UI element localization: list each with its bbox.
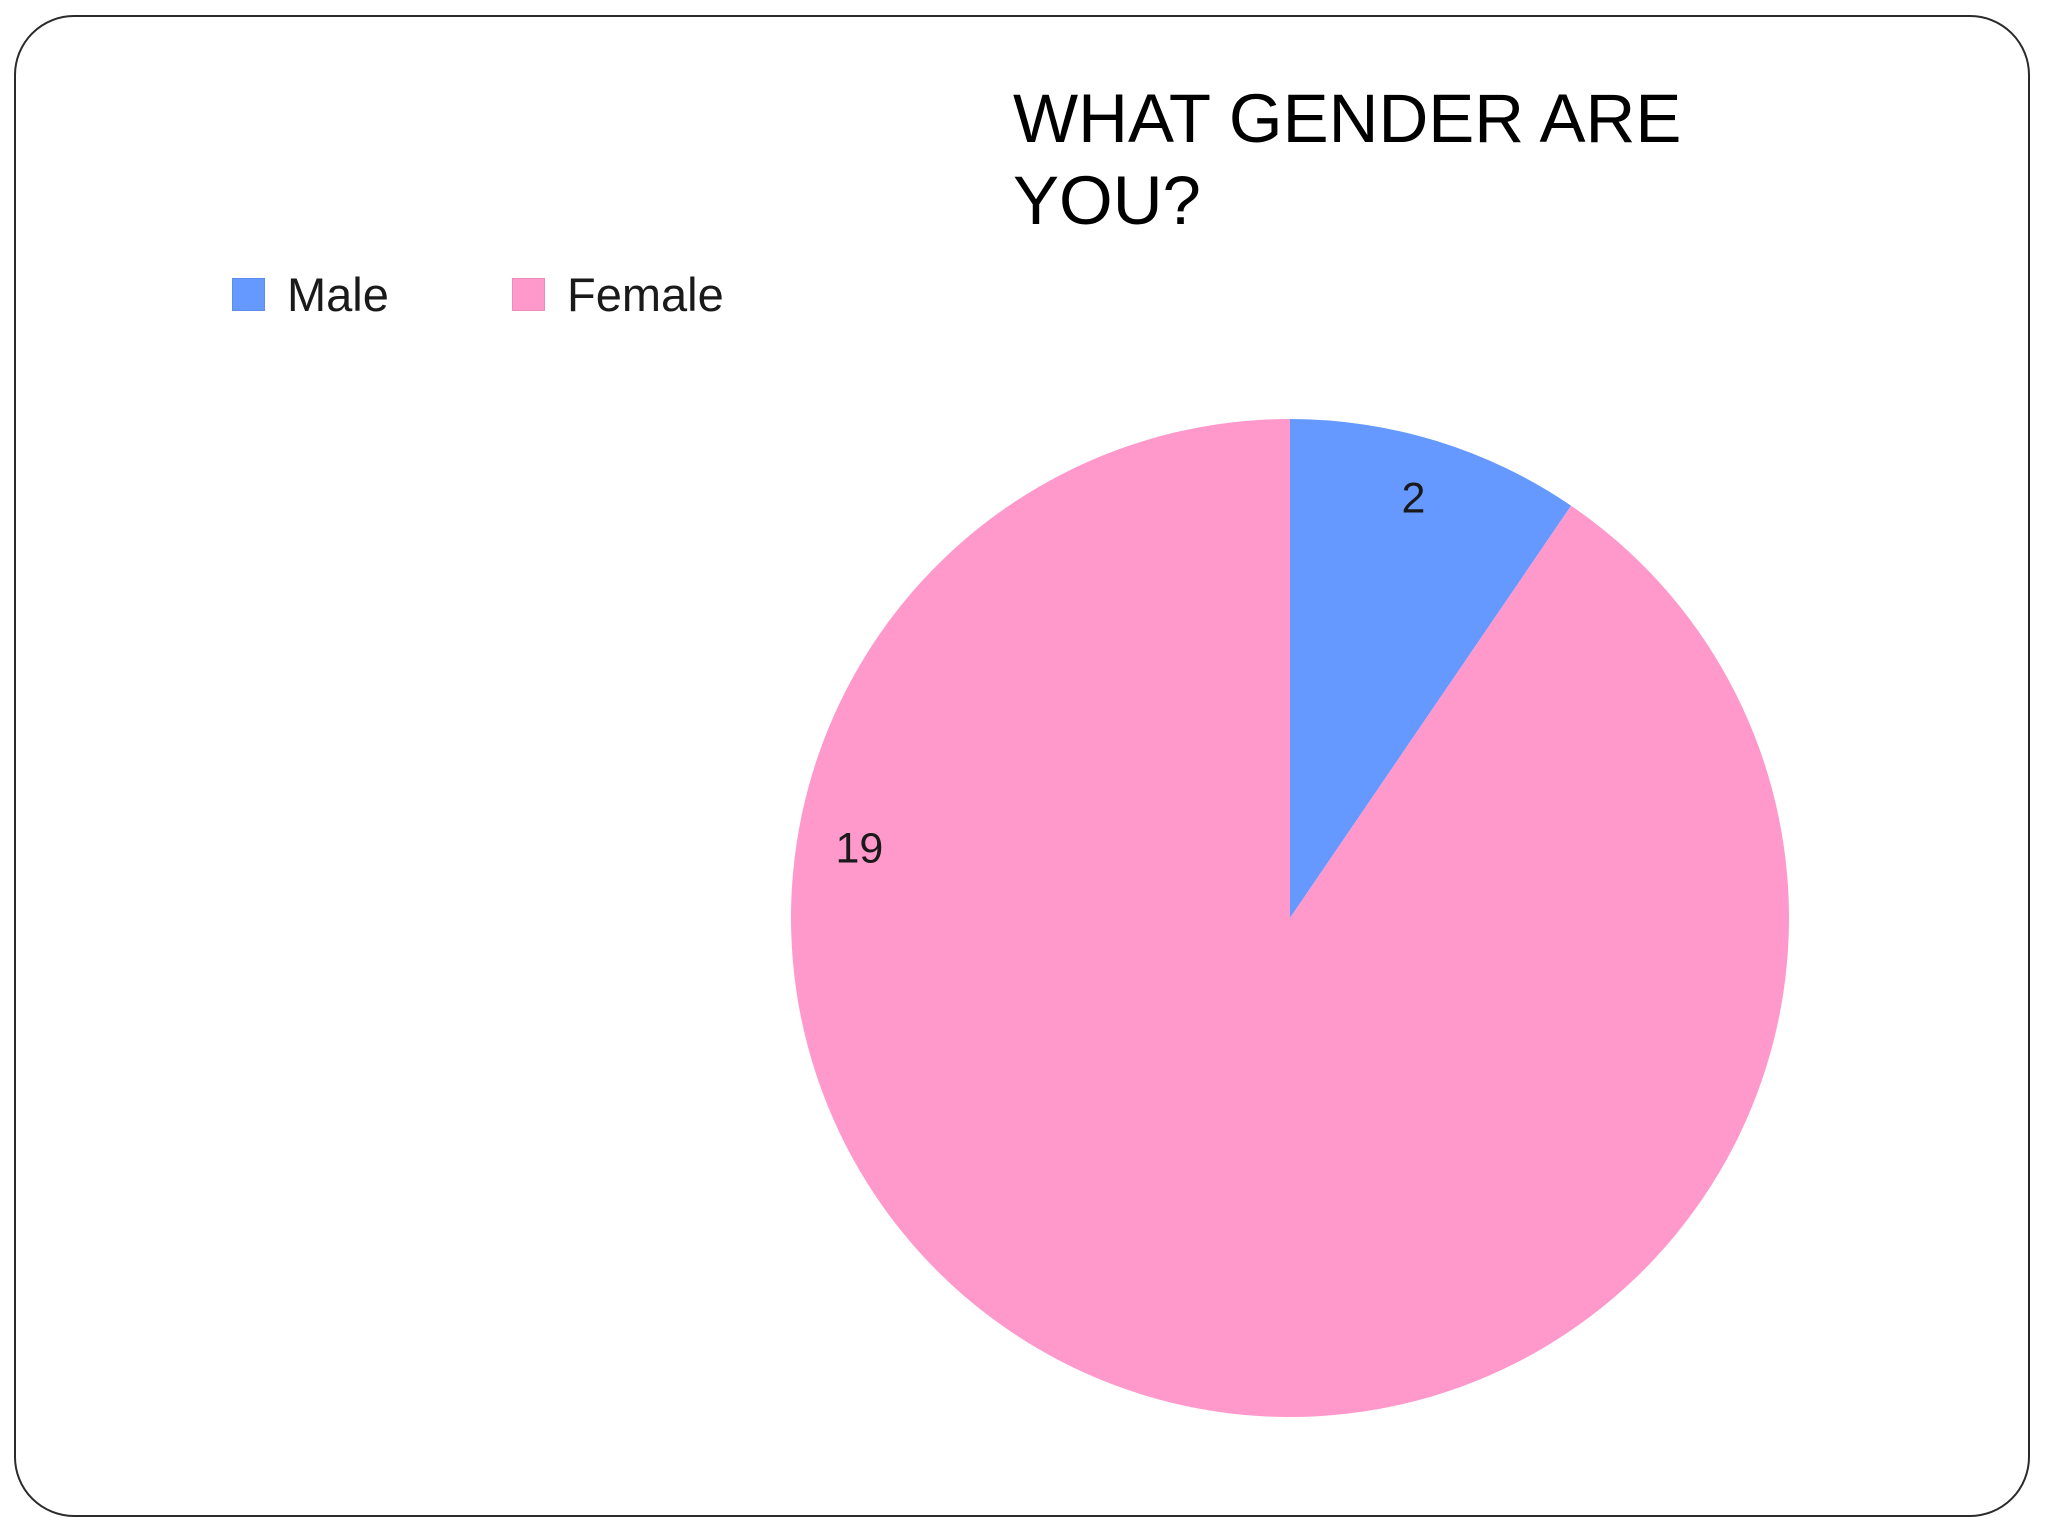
legend-label-female: Female [567, 267, 724, 321]
pie-slice-female [790, 419, 1789, 1417]
pie-slice-male [1290, 419, 1572, 918]
legend-item-female: Female [512, 264, 724, 324]
legend-swatch-male [232, 277, 265, 311]
data-label-male: 2 [1401, 474, 1425, 522]
legend-swatch-female [512, 277, 545, 311]
chart-title: WHAT GENDER ARE YOU? [1013, 80, 1682, 239]
legend-label-male: Male [287, 267, 389, 321]
data-label-female: 19 [836, 824, 884, 872]
legend-item-male: Male [232, 264, 389, 324]
